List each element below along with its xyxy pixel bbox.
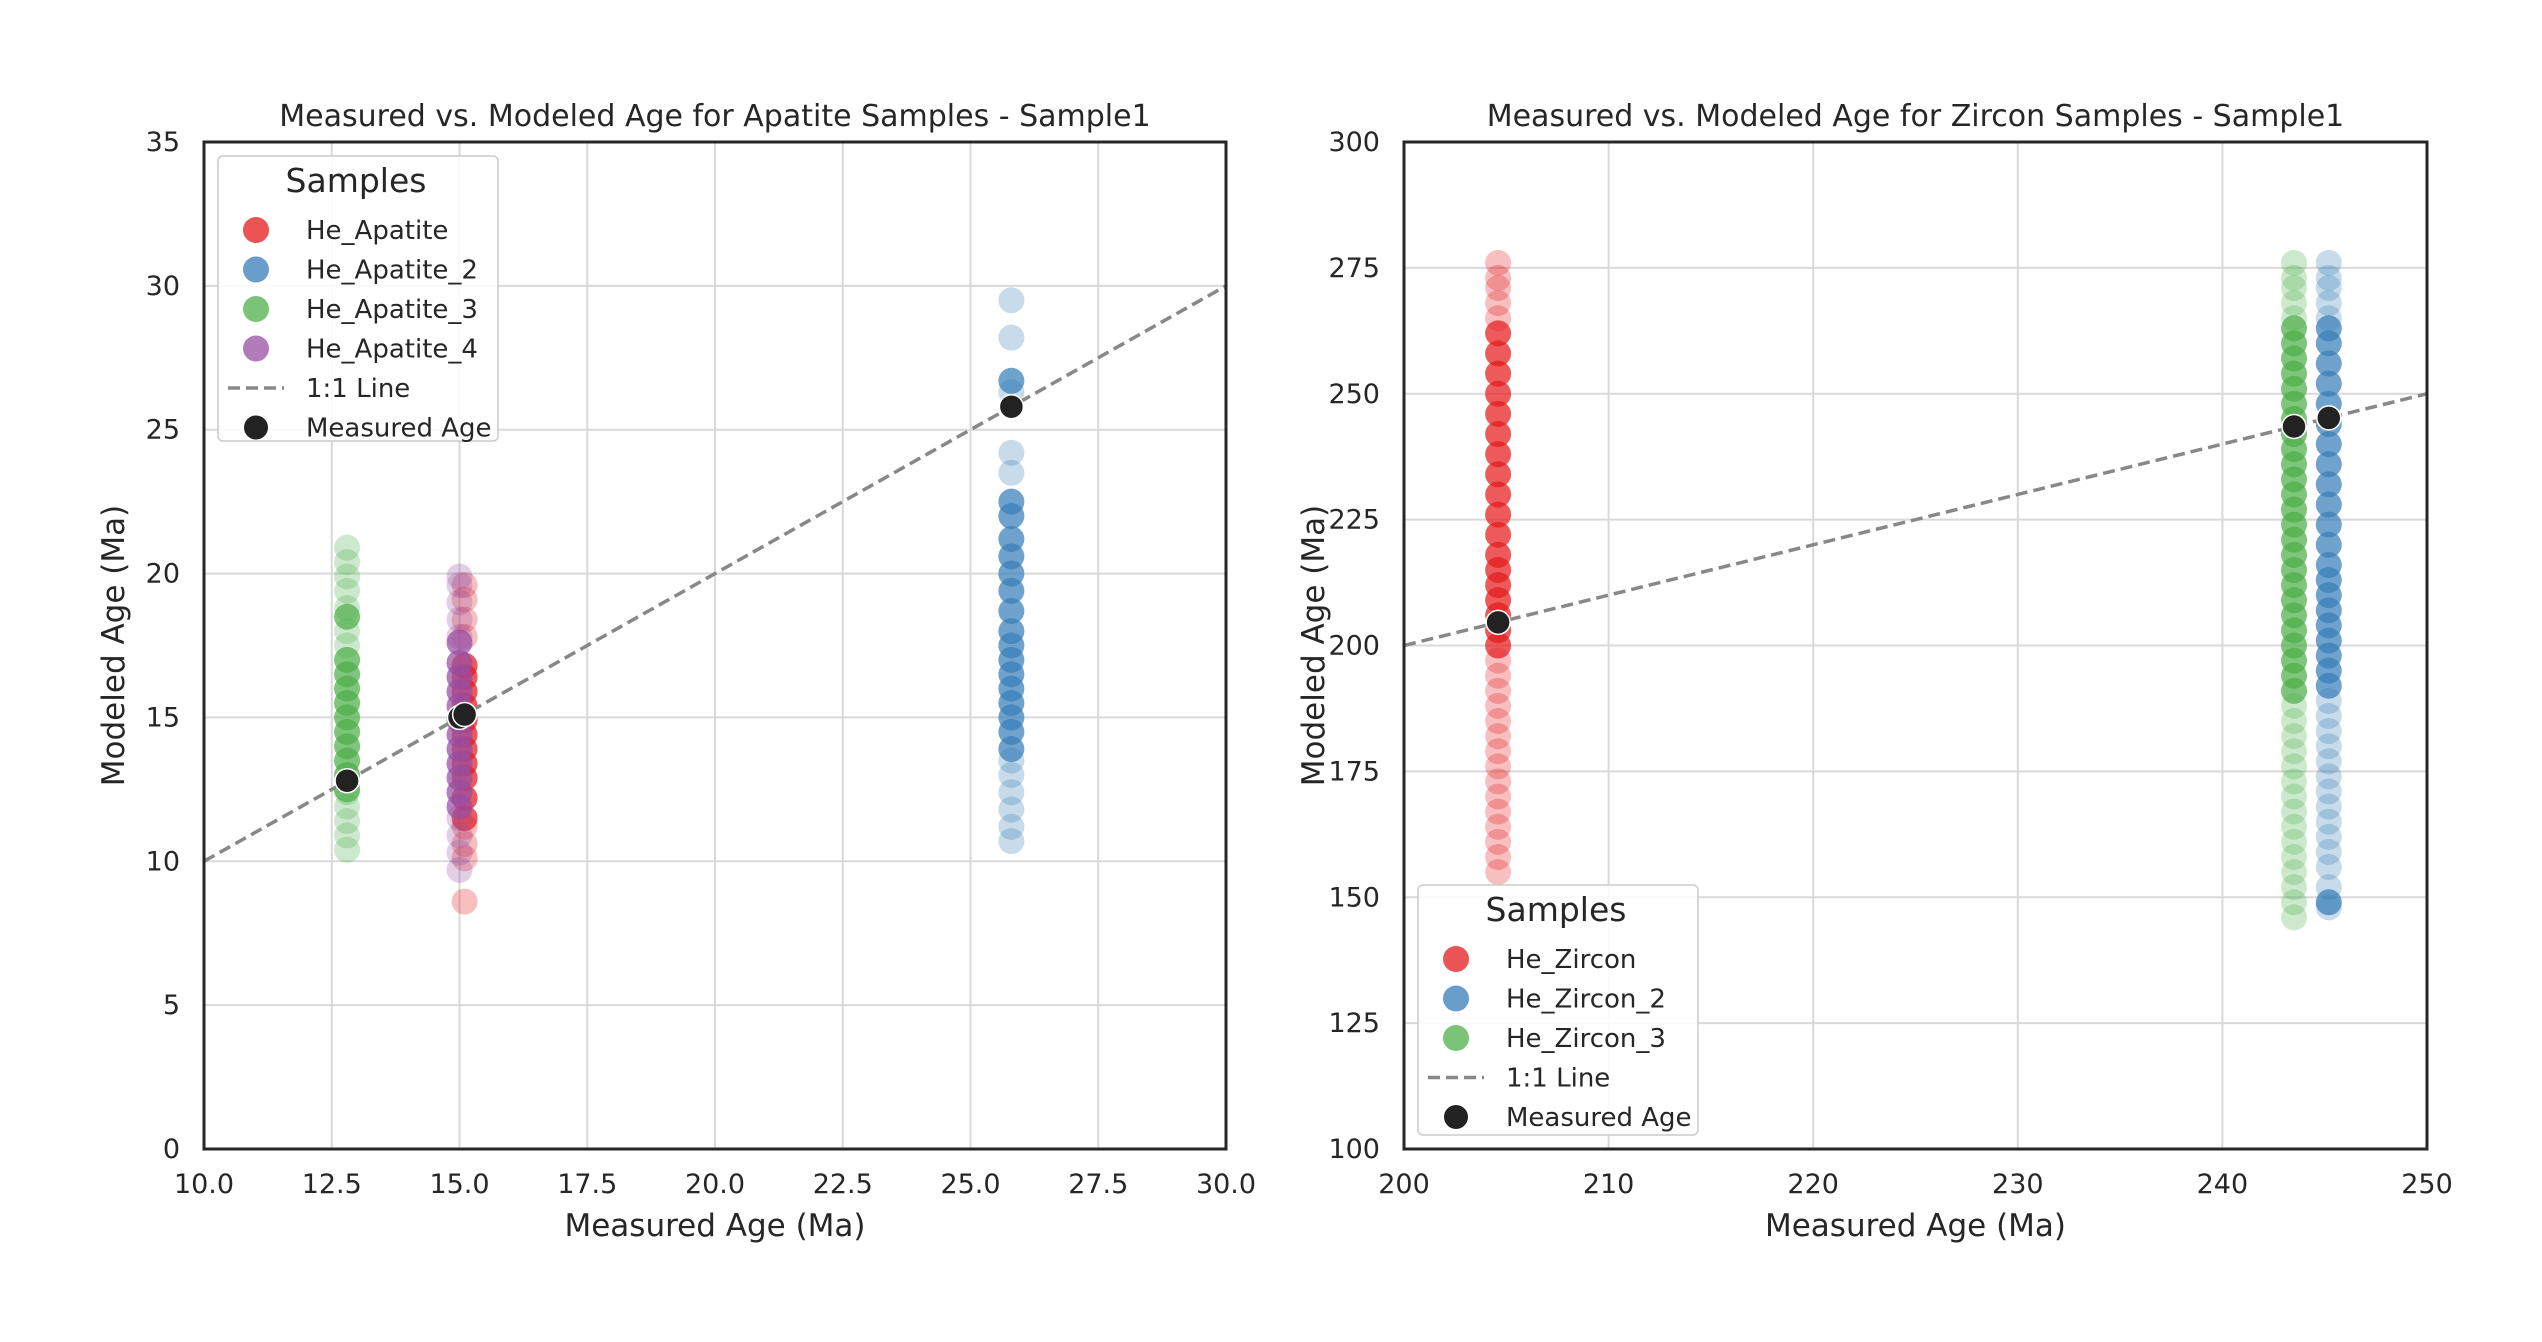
legend-label: Measured Age	[306, 414, 492, 444]
measured-age-point	[999, 395, 1023, 419]
y-tick-label: 5	[163, 990, 180, 1021]
data-point	[447, 630, 473, 656]
x-tick-label: 15.0	[429, 1169, 489, 1200]
y-tick-label: 250	[1328, 379, 1380, 410]
y-tick-label: 15	[146, 702, 180, 733]
y-axis-label: Modeled Age (Ma)	[1296, 505, 1332, 786]
x-tick-label: 250	[2401, 1169, 2453, 1200]
legend-marker	[1444, 1105, 1468, 1129]
plot-area	[1404, 250, 2427, 931]
chart-panel-2: 200 210 220 230 240 250 100 125 150 175 200 225 250 2…	[1296, 99, 2453, 1244]
data-point	[998, 287, 1024, 313]
series-He_Zircon	[1485, 250, 1511, 885]
x-tick-label: 27.5	[1068, 1169, 1128, 1200]
legend-label: He_Zircon	[1506, 945, 1636, 975]
y-tick-label: 25	[146, 415, 180, 446]
data-point	[2316, 315, 2342, 341]
y-tick-label: 125	[1328, 1008, 1380, 1039]
series-He_Zircon_3	[2281, 250, 2307, 931]
data-point	[2316, 889, 2342, 915]
measured-age-point	[335, 769, 359, 793]
data-point	[2281, 315, 2307, 341]
legend-marker	[243, 217, 269, 243]
legend-marker	[1443, 986, 1469, 1012]
legend-label: 1:1 Line	[306, 374, 410, 404]
chart-title: Measured vs. Modeled Age for Apatite Sam…	[279, 99, 1150, 134]
y-tick-label: 275	[1328, 253, 1380, 284]
x-tick-label: 200	[1378, 1169, 1430, 1200]
data-point	[998, 440, 1024, 466]
measured-age-point	[453, 703, 477, 727]
y-tick-label: 10	[146, 846, 180, 877]
data-point	[998, 526, 1024, 552]
legend-label: He_Apatite	[306, 216, 448, 246]
y-tick-label: 200	[1328, 631, 1380, 662]
x-axis-label: Measured Age (Ma)	[564, 1208, 865, 1244]
legend-title: Samples	[286, 161, 427, 200]
measured-age-point	[1486, 610, 1510, 634]
x-tick-label: 240	[2197, 1169, 2249, 1200]
data-point	[334, 535, 360, 561]
x-tick-label: 17.5	[557, 1169, 617, 1200]
chart-panel-1: 10.0 12.5 15.0 17.5 20.0 22.5 25.0 27.5 30.0 0 5 10…	[96, 99, 1256, 1244]
legend-label: He_Zircon_2	[1506, 985, 1666, 1015]
legend-label: He_Apatite_4	[306, 335, 478, 365]
x-axis-label: Measured Age (Ma)	[1765, 1208, 2066, 1244]
x-tick-label: 230	[1992, 1169, 2044, 1200]
y-tick-label: 300	[1328, 127, 1380, 158]
y-tick-label: 175	[1328, 756, 1380, 787]
data-point	[1485, 320, 1511, 346]
x-tick-label: 12.5	[302, 1169, 362, 1200]
legend-marker	[243, 296, 269, 322]
x-tick-label: 20.0	[685, 1169, 745, 1200]
y-tick-label: 225	[1328, 505, 1380, 536]
y-tick-label: 150	[1328, 882, 1380, 913]
y-axis-label: Modeled Age (Ma)	[96, 505, 132, 786]
x-tick-label: 30.0	[1196, 1169, 1256, 1200]
legend: Samples He_Apatite He_Apatite_2 He_Apatite_…	[218, 156, 498, 444]
data-point	[334, 647, 360, 673]
y-tick-label: 100	[1328, 1134, 1380, 1165]
data-point	[452, 889, 478, 915]
legend-marker	[1443, 1025, 1469, 1051]
y-tick-label: 35	[146, 127, 180, 158]
legend: Samples He_Zircon He_Zircon_2 He_Zircon_3 1:…	[1418, 885, 1698, 1135]
y-tick-label: 0	[163, 1134, 180, 1165]
legend-label: Measured Age	[1506, 1103, 1692, 1133]
chart-title: Measured vs. Modeled Age for Zircon Samp…	[1487, 99, 2345, 134]
x-tick-label: 10.0	[174, 1169, 234, 1200]
series-He_Apatite_3	[334, 535, 360, 863]
data-point	[998, 368, 1024, 394]
data-point	[2316, 250, 2342, 276]
y-tick-label: 30	[146, 271, 180, 302]
x-tick-label: 220	[1787, 1169, 1839, 1200]
legend-marker	[1443, 946, 1469, 972]
legend-label: He_Apatite_2	[306, 256, 478, 286]
legend-label: He_Apatite_3	[306, 295, 478, 325]
x-tick-label: 210	[1583, 1169, 1635, 1200]
data-point	[2281, 250, 2307, 276]
data-point	[447, 563, 473, 589]
x-tick-label: 22.5	[813, 1169, 873, 1200]
legend-marker	[243, 257, 269, 283]
series-He_Zircon_2	[2316, 250, 2342, 920]
x-tick-label: 25.0	[940, 1169, 1000, 1200]
legend-title: Samples	[1486, 890, 1627, 929]
data-point	[334, 604, 360, 630]
measured-age-point	[2282, 414, 2306, 438]
legend-label: He_Zircon_3	[1506, 1024, 1666, 1054]
measured-age-point	[2317, 406, 2341, 430]
legend-marker	[244, 416, 268, 440]
legend-label: 1:1 Line	[1506, 1064, 1610, 1094]
data-point	[998, 325, 1024, 351]
data-point	[998, 489, 1024, 515]
data-point	[1485, 250, 1511, 276]
y-tick-label: 20	[146, 559, 180, 590]
legend-marker	[243, 336, 269, 362]
series-He_Apatite_2	[998, 287, 1024, 854]
